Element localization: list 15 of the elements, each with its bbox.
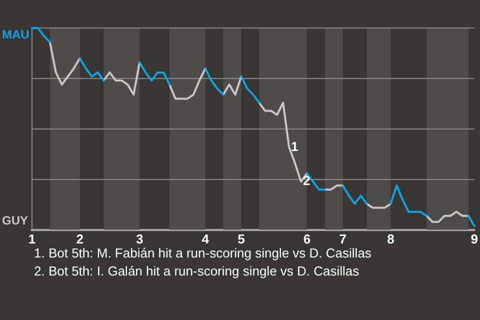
annotation: 1	[291, 138, 298, 154]
x-tick-label: 2	[76, 231, 84, 246]
series-label: MAU	[2, 27, 30, 42]
x-tick-label: 7	[339, 231, 346, 246]
x-tick-label: 5	[238, 231, 245, 246]
text: 2. Bot 5th: I. Galán hit a run-scoring single vs D. Casillas	[34, 264, 360, 279]
text: 1. Bot 5th: M. Fabián hit a run-scoring single vs D. Casillas	[34, 246, 372, 261]
x-tick-label: 1	[28, 231, 36, 246]
annotation: 2	[303, 173, 310, 188]
x-tick-label: 4	[202, 231, 210, 246]
x-tick-label: 6	[303, 231, 311, 246]
text: GUY	[2, 213, 28, 228]
x-tick-label: 8	[387, 231, 394, 246]
x-tick-label: 9	[470, 231, 478, 246]
x-tick-label: 3	[136, 231, 144, 246]
